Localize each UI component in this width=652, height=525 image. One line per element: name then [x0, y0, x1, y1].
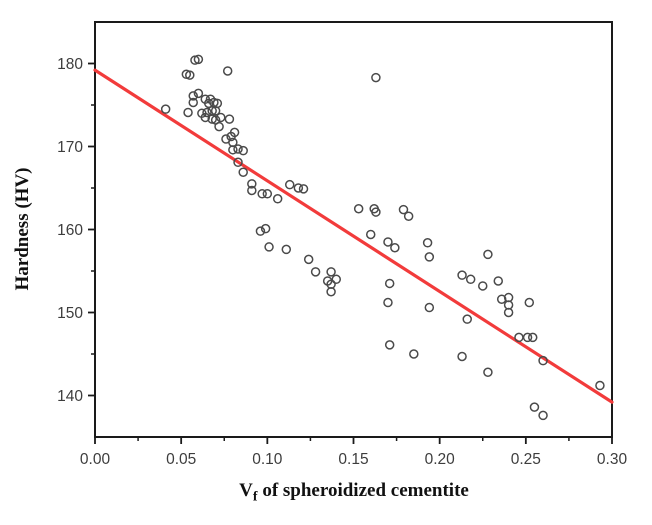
scatter-point [185, 70, 195, 80]
scatter-point [365, 229, 376, 240]
y-tick-label: 160 [57, 222, 83, 239]
scatter-point [160, 104, 171, 114]
scatter-point [233, 157, 243, 168]
scatter-point [424, 302, 435, 313]
scatter-point [483, 367, 493, 378]
scatter-point [303, 254, 314, 265]
scatter-point [200, 112, 211, 123]
scatter-point [255, 226, 266, 236]
scatter-point [214, 121, 224, 132]
scatter-point [228, 145, 238, 155]
scatter-point [331, 274, 342, 285]
scatter-point [398, 204, 409, 215]
trend-line-layer [93, 68, 614, 404]
x-tick-label: 0.20 [425, 451, 456, 468]
scatter-point [529, 402, 540, 412]
scatter-point [229, 127, 240, 138]
scatter-point [457, 270, 467, 280]
axis-ticks [88, 62, 613, 444]
scatter-point [403, 211, 414, 221]
scatter-point [247, 185, 257, 196]
scatter-point [538, 410, 548, 421]
scatter-point [465, 274, 476, 285]
scatter-point [272, 194, 283, 204]
scatter-point [524, 297, 535, 308]
scatter-point [493, 276, 504, 286]
scatter-point [409, 349, 419, 359]
scatter-point [496, 294, 507, 304]
scatter-point [188, 91, 198, 101]
scatter-point [371, 72, 381, 83]
scatter-point [212, 98, 223, 109]
scatter-point [238, 145, 248, 156]
x-tick-label: 0.10 [252, 451, 283, 468]
scatter-point [260, 223, 271, 234]
trend-line [93, 68, 614, 404]
scatter-point [264, 242, 274, 252]
scatter-point [462, 314, 472, 324]
scatter-point [422, 238, 433, 248]
scatter-point [238, 167, 248, 177]
scatter-point [527, 332, 538, 343]
scatter-point [193, 54, 204, 65]
scatter-points-layer [160, 54, 605, 421]
scatter-point [216, 112, 226, 123]
scatter-point [293, 183, 304, 193]
scatter-point [310, 267, 321, 277]
x-axis-label: Vf of spheroidized cementite [239, 480, 469, 505]
x-tick-label: 0.30 [597, 451, 628, 468]
scatter-point [326, 267, 336, 277]
tick-labels: 0.00 0.05 0.10 0.15 0.20 0.25 0.30 140 150 160 170… [57, 56, 627, 468]
scatter-point [514, 332, 524, 343]
y-tick-label: 170 [57, 139, 83, 156]
y-axis-label: Hardness (HV) [12, 168, 33, 291]
y-tick-label: 140 [57, 388, 83, 405]
scatter-point [224, 114, 235, 124]
scatter-point [383, 237, 393, 247]
y-tick-label: 180 [57, 56, 83, 73]
scatter-point [371, 207, 381, 217]
scatter-point [233, 144, 243, 154]
plot-border [94, 21, 613, 438]
scatter-point [478, 281, 488, 291]
scatter-point [384, 340, 395, 350]
scatter-point [522, 332, 533, 343]
scatter-point [383, 297, 393, 308]
scatter-point [193, 88, 204, 99]
scatter-point [284, 179, 295, 190]
y-tick-label: 150 [57, 305, 83, 322]
x-tick-label: 0.05 [166, 451, 196, 468]
scatter-point [247, 179, 257, 189]
scatter-point [353, 204, 364, 214]
scatter-point [595, 380, 605, 391]
scatter-point [222, 66, 233, 76]
scatter-point [183, 107, 193, 118]
scatter-point [390, 243, 400, 253]
scatter-point [281, 244, 292, 255]
scatter-point [503, 307, 514, 318]
scatter-point [483, 249, 493, 260]
x-tick-label: 0.00 [80, 451, 111, 468]
scatter-point [326, 287, 336, 297]
scatter-point [257, 189, 267, 199]
scatter-point [202, 107, 212, 118]
scatter-point [384, 278, 395, 289]
scatter-point [538, 355, 548, 366]
x-tick-label: 0.25 [511, 451, 541, 468]
scatter-point [457, 351, 467, 362]
scatter-point [188, 97, 198, 108]
x-tick-label: 0.15 [338, 451, 368, 468]
scatter-point [298, 184, 309, 194]
scatter-point [424, 252, 435, 262]
scatter-point [262, 189, 273, 199]
